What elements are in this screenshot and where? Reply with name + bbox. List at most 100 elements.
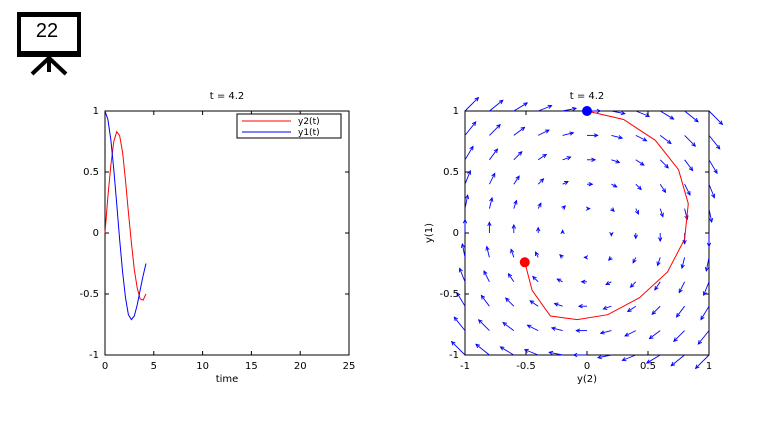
vector-arrow [505,297,515,307]
left-xtick-label: 20 [294,361,307,372]
vector-arrow-head [610,207,615,213]
vector-arrow [635,110,650,117]
vector-arrow-head [489,196,494,202]
vector-arrow [695,354,710,369]
vector-arrow [684,135,696,147]
vector-arrow-head [523,102,529,107]
vector-arrow-head [577,304,583,309]
vector-arrow [451,341,466,356]
legend: y2(t) y1(t) [236,113,342,139]
vector-arrow-head [526,324,532,329]
right-xtick-label: 0 [584,361,590,372]
vector-arrow [646,354,661,364]
vector-arrow-head [599,330,605,335]
vector-arrow-head [635,209,639,215]
vector-arrow-head [673,337,678,343]
vector-arrow [676,305,685,318]
vector-arrow-head [529,300,535,305]
vector-arrow-head [460,242,466,248]
vector-arrow [659,208,664,217]
vector-arrow-head [680,264,685,270]
vector-arrow [562,107,577,112]
vector-arrow [651,305,661,315]
vector-arrow-head [675,312,681,318]
vector-arrow [551,327,563,332]
vector-arrow [549,351,563,356]
vector-arrow-head [669,115,675,120]
vector-arrow-head [615,159,621,164]
vector-arrow [659,110,674,120]
vector-arrow [708,110,723,125]
vector-arrow [510,249,515,258]
vector-arrow-head [505,297,510,303]
vector-arrow-head [651,310,657,315]
vector-arrow [508,273,515,283]
left-ytick-label: 0 [93,228,99,239]
presentation-board-icon [17,12,81,76]
right-y-axis-label: y(1) [424,223,435,243]
legend-box [236,113,342,139]
vector-arrow-head [566,156,572,161]
vector-arrow [483,270,490,283]
left-xtick-label: 15 [245,361,258,372]
right-ytick-label: -1 [449,350,459,361]
vector-arrow-head [483,270,488,276]
vector-arrow-head [493,148,499,154]
vector-arrow-head [456,291,461,297]
vector-arrow-head [588,182,594,187]
vector-arrow [464,195,469,209]
vector-arrow-head [626,307,632,313]
vector-arrow [611,110,625,115]
vector-arrow-head [471,121,477,126]
vector-arrow-head [637,185,642,191]
vector-arrow-head [718,120,724,126]
current-point-marker [519,257,530,268]
time-series-chart: t = 4.2 0 5 10 15 20 25 1 0.5 0 -0.5 -1 time y2(t… [79,91,355,385]
vector-arrow-head [605,281,611,285]
left-xtick-label: 10 [196,361,209,372]
vector-arrow-head [711,193,716,199]
vector-arrow-head [539,178,545,183]
vector-arrow-head [532,275,537,281]
vector-arrow [611,159,620,163]
vector-arrow-head [713,169,718,175]
vector-arrow-head [596,354,602,360]
right-xtick-label: 0.5 [640,361,656,372]
left-ytick-label: 0.5 [83,167,99,178]
vector-arrow [459,268,466,282]
vector-arrow-head [621,357,627,362]
right-xtick-label: -1 [460,361,470,372]
vector-arrow-head [664,163,669,169]
right-series-line-1 [524,110,689,321]
vector-arrow-head [656,261,661,267]
right-ytick-label: 0 [453,228,459,239]
vector-arrow-head [550,326,556,331]
vector-arrow-head [561,205,567,210]
vector-arrow-head [691,142,697,147]
vector-arrow [703,281,710,296]
vector-arrow-head [697,340,703,345]
vector-arrow-head [694,364,700,370]
vector-arrow [635,159,645,166]
vector-arrow [464,146,474,161]
right-xtick-label: 1 [706,361,712,372]
vector-arrow [464,170,471,185]
vector-arrow [681,257,686,269]
left-plot-frame [104,110,350,356]
vector-arrow-head [464,194,470,200]
vector-arrow [513,200,517,209]
vector-arrow-head [607,256,613,261]
vector-arrow [524,349,539,356]
vector-arrow-head [694,117,699,123]
right-xtick-label: -0.5 [516,361,536,372]
vector-arrow-head [602,305,608,310]
vector-arrow [513,102,528,112]
vector-arrow [475,343,490,356]
vector-arrow [673,330,685,342]
vector-arrow-head [569,131,575,136]
vector-arrow [654,281,661,291]
right-ytick-label: 0.5 [443,167,459,178]
vector-arrow-head [666,139,672,145]
vector-arrow-head [642,137,648,142]
vector-arrow-head [654,285,659,291]
